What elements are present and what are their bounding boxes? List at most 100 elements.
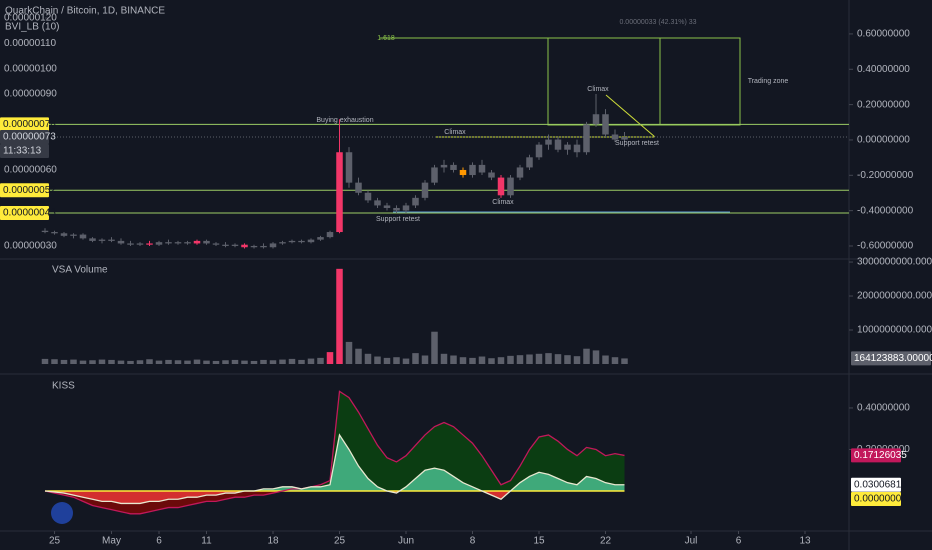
candle-body — [326, 232, 334, 238]
x-tick-label: May — [102, 536, 121, 547]
countdown: 11:33:13 — [3, 146, 42, 157]
candle-body — [269, 243, 277, 248]
volume-bar — [184, 360, 191, 364]
volume-bar — [298, 359, 305, 364]
volume-bar — [222, 360, 229, 364]
volume-bar — [478, 356, 486, 364]
candle-body — [393, 207, 400, 211]
x-tick-label: 13 — [799, 536, 811, 547]
candle-body — [421, 182, 429, 198]
y2-tick-label: -0.20000000 — [857, 170, 914, 181]
candle-body — [478, 164, 486, 173]
candle-body — [383, 205, 391, 208]
volume-bar — [554, 354, 562, 364]
candle-body — [317, 237, 324, 240]
volume-bar — [155, 360, 163, 364]
level-label-bg — [0, 183, 49, 198]
level-label-bg — [0, 206, 49, 221]
candle-body — [412, 197, 419, 206]
candle-body — [165, 242, 172, 244]
volume-bar — [41, 358, 49, 364]
volume-bar — [231, 359, 239, 364]
volume-bar — [488, 358, 495, 364]
volume-bar — [307, 358, 315, 364]
volume-bar — [583, 348, 590, 364]
volume-bar — [117, 360, 125, 364]
volume-bar — [440, 353, 448, 364]
candle-body — [554, 139, 562, 150]
candle-body — [279, 242, 286, 244]
volume-bar — [516, 355, 524, 364]
x-tick-label: 15 — [533, 536, 545, 547]
annotation: Buying exhaustion — [316, 117, 373, 124]
candle-body — [611, 134, 619, 140]
chart-title: QuarkChain / Bitcoin, 1D, BINANCE — [5, 6, 165, 17]
climax-diagonal — [605, 94, 656, 138]
volume-bar — [421, 355, 429, 364]
volume-bar — [602, 355, 609, 364]
candle-body — [41, 230, 49, 233]
volume-bar — [51, 359, 58, 364]
candle-body — [89, 238, 96, 241]
candle-body — [212, 243, 220, 245]
candle-body — [79, 234, 87, 239]
candle-body — [535, 144, 543, 158]
volume-bar — [193, 359, 201, 364]
candle-body — [98, 239, 106, 241]
candle-body — [136, 243, 144, 245]
x-tick-label: 22 — [600, 536, 612, 547]
series-line — [44, 390, 625, 515]
logo — [51, 502, 73, 524]
volume-bar — [89, 360, 96, 364]
candle-body — [184, 242, 191, 244]
volume-bar — [336, 268, 343, 364]
volume-bar — [545, 353, 552, 364]
x-tick-label: 25 — [334, 536, 346, 547]
volume-bar — [241, 360, 248, 364]
candle-body — [450, 164, 457, 170]
candle-body — [564, 144, 571, 150]
candle-body — [127, 243, 134, 245]
volume-last-label-bg — [851, 351, 931, 366]
y-tick-label: 0.00000120 — [4, 13, 57, 24]
volume-bar — [526, 354, 533, 364]
x-tick-label: 11 — [201, 536, 212, 547]
volume-bar — [288, 358, 296, 364]
volume-bar — [611, 357, 619, 364]
last-value-label-bg — [851, 477, 901, 492]
candle-body — [583, 124, 590, 153]
pane-title: VSA Volume — [52, 265, 108, 276]
y-tick-label: 3000000000.00000000 — [857, 257, 932, 268]
volume-bar — [165, 359, 172, 364]
volume-bar — [497, 357, 505, 364]
baseline-label: 0.00000000 — [854, 494, 907, 505]
candle-body — [108, 239, 115, 241]
last-value-label: 0.17126035 — [854, 450, 907, 461]
volume-bar — [279, 359, 286, 364]
candle-body — [298, 240, 305, 243]
candle-body — [60, 233, 68, 236]
candle-body — [70, 234, 77, 236]
volume-bar — [326, 352, 334, 364]
y2-tick-label: 0.20000000 — [857, 99, 910, 110]
candle-body — [155, 242, 163, 245]
candle-body — [355, 182, 362, 193]
annotation: Support retest — [615, 140, 659, 147]
candle-body — [374, 200, 381, 206]
annotation: 0.00000033 (42.31%) 33 — [619, 19, 696, 26]
candle-body — [260, 245, 267, 248]
volume-bar — [260, 359, 267, 364]
candle-body — [516, 167, 524, 178]
y-tick-label: 0.00000110 — [4, 38, 57, 49]
x-tick-label: 18 — [267, 536, 279, 547]
volume-bar — [146, 359, 153, 364]
candle-body — [222, 244, 229, 246]
indicator-title: BVI_LB (10) — [5, 22, 59, 33]
y-tick-label: 1000000000.00000000 — [857, 325, 932, 336]
volume-bar — [269, 360, 277, 364]
candle-body — [231, 244, 239, 246]
volume-bar — [621, 358, 628, 364]
y-tick-label: 0.00000060 — [4, 165, 57, 176]
volume-bar — [136, 360, 144, 364]
